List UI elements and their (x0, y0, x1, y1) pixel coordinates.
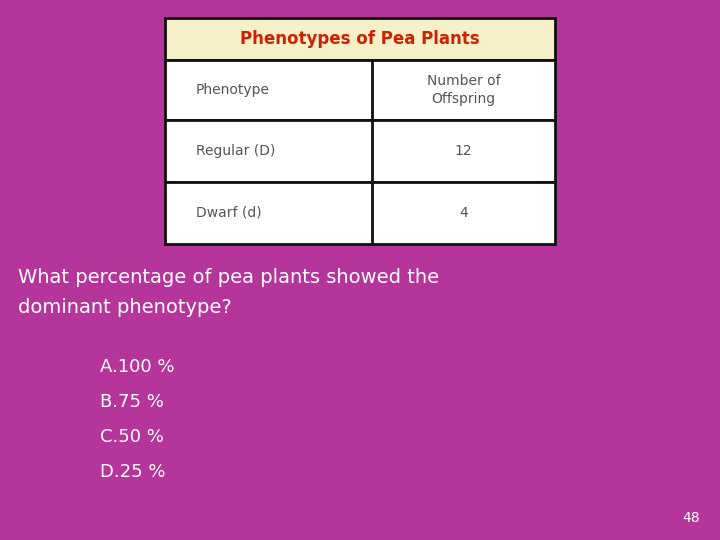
Bar (165, 120, 555, 182)
Text: Regular (D): Regular (D) (196, 144, 275, 158)
Text: 4: 4 (459, 206, 468, 220)
Text: 12: 12 (454, 144, 472, 158)
Bar (165, 18, 555, 60)
Text: Dwarf (d): Dwarf (d) (196, 206, 261, 220)
Text: D.25 %: D.25 % (100, 463, 166, 481)
Bar (165, 182, 555, 244)
Text: Phenotype: Phenotype (196, 83, 270, 97)
Text: What percentage of pea plants showed the: What percentage of pea plants showed the (18, 268, 439, 287)
Text: A.100 %: A.100 % (100, 358, 174, 376)
Text: Phenotypes of Pea Plants: Phenotypes of Pea Plants (240, 30, 480, 48)
Text: dominant phenotype?: dominant phenotype? (18, 298, 232, 317)
Text: B.75 %: B.75 % (100, 393, 164, 411)
Text: C.50 %: C.50 % (100, 428, 164, 446)
Text: 48: 48 (683, 511, 700, 525)
Text: Number of
Offspring: Number of Offspring (426, 75, 500, 106)
Bar (165, 60, 555, 120)
